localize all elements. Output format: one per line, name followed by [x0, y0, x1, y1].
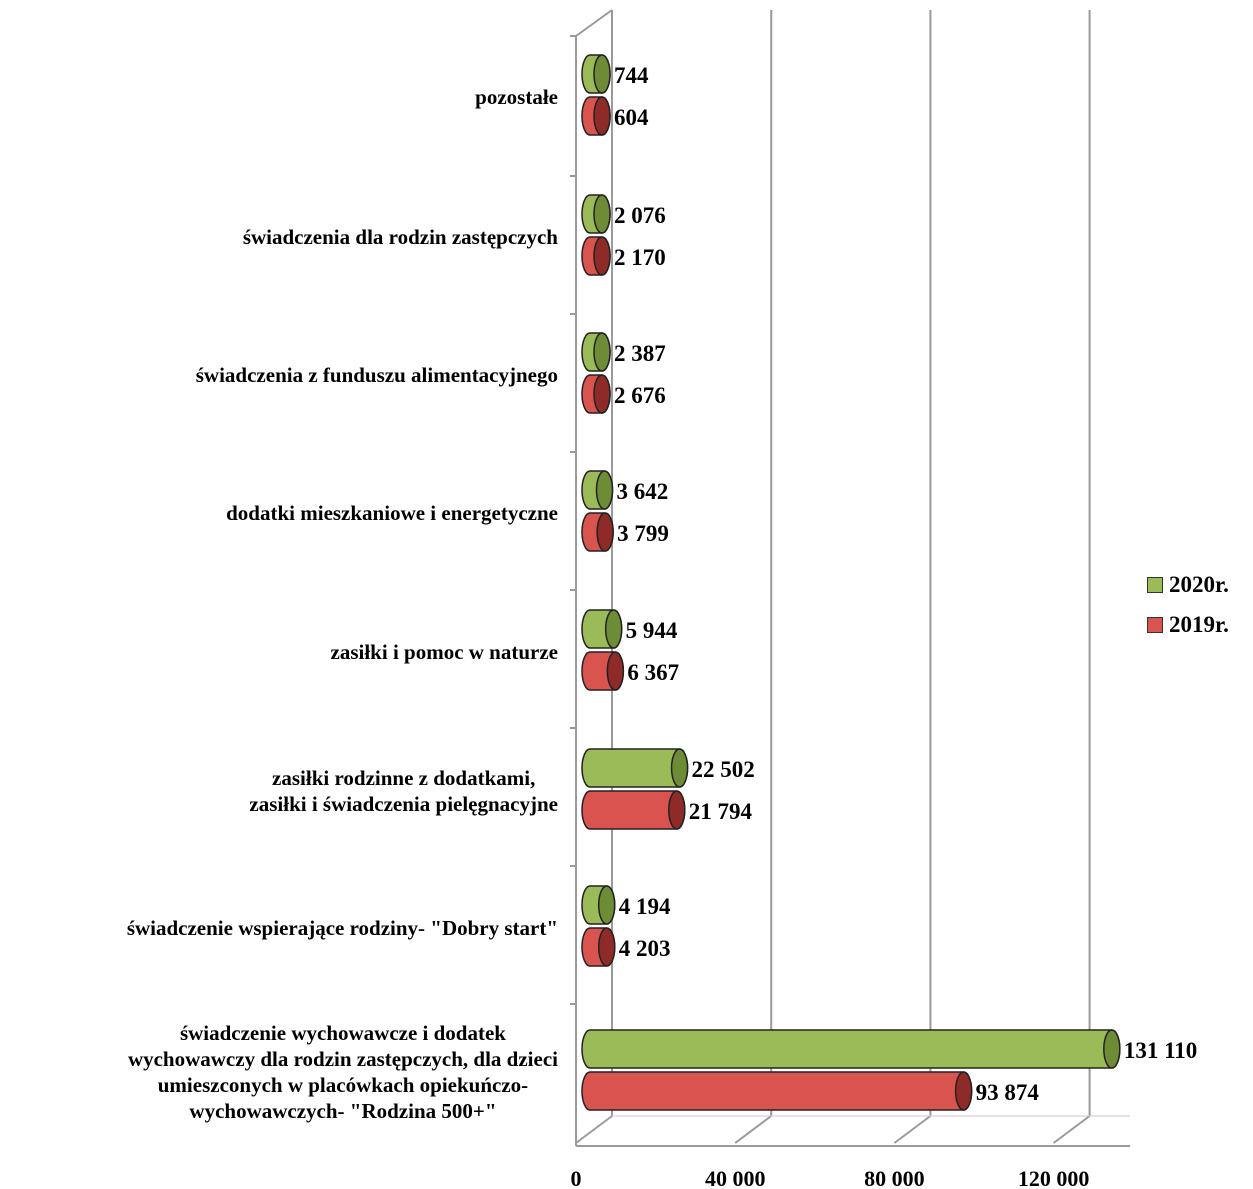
value-label-2020-7: 131 110	[1124, 1038, 1197, 1063]
category-label-4: zasiłki i pomoc w naturze	[330, 640, 558, 664]
legend-label-2019: 2019r.	[1169, 612, 1229, 637]
legend-item-2020: 2020r.	[1147, 565, 1229, 605]
value-label-2020-4: 5 944	[626, 618, 678, 643]
x-tick-label-3: 120 000	[1018, 1166, 1090, 1189]
side-wall-top-edge	[575, 9, 613, 37]
bar-2020-3	[581, 470, 614, 510]
value-label-2020-5: 22 502	[692, 757, 755, 782]
value-label-2020-0: 744	[614, 63, 649, 88]
legend: 2020r. 2019r.	[1147, 565, 1229, 645]
category-label-1: świadczenia dla rodzin zastępczych	[242, 225, 558, 249]
category-label-5: zasiłki rodzinne z dodatkami, zasiłki i …	[249, 766, 558, 816]
value-label-2019-3: 3 799	[617, 521, 669, 546]
x-tick-label-0: 0	[571, 1166, 582, 1189]
value-labels: 744 604 2 076 2 170 2 387 2 676 3 642 3 799 5 94…	[614, 63, 1197, 1105]
legend-item-2019: 2019r.	[1147, 605, 1229, 645]
bar-2019-4	[581, 651, 625, 691]
bar-2020-1	[581, 194, 611, 234]
bar-2020-2	[581, 332, 611, 372]
value-label-2019-6: 4 203	[619, 936, 671, 961]
category-label-0: pozostałe	[475, 85, 558, 109]
bar-2019-7	[581, 1071, 973, 1111]
value-label-2019-0: 604	[614, 105, 649, 130]
value-label-2019-2: 2 676	[614, 383, 666, 408]
value-label-2020-3: 3 642	[616, 479, 668, 504]
bar-2019-6	[581, 927, 616, 967]
value-label-2020-1: 2 076	[614, 203, 666, 228]
bar-2019-1	[581, 236, 611, 276]
legend-swatch-2019	[1147, 617, 1163, 633]
category-label-6: świadczenie wspierające rodziny- "Dobry …	[126, 916, 558, 940]
category-label-3: dodatki mieszkaniowe i energetyczne	[226, 501, 558, 525]
value-label-2019-1: 2 170	[614, 245, 666, 270]
category-label-2: świadczenia z funduszu alimentacyjnego	[195, 363, 558, 387]
value-label-2020-6: 4 194	[619, 894, 671, 919]
bar-2020-5	[581, 748, 689, 788]
floor-line-3	[1052, 1115, 1091, 1144]
legend-swatch-2020	[1147, 577, 1163, 593]
bar-2019-0	[581, 96, 611, 136]
bar-2019-5	[581, 790, 686, 830]
value-label-2020-2: 2 387	[614, 341, 666, 366]
bar-2020-0	[581, 54, 611, 94]
bar-2020-7	[581, 1029, 1121, 1069]
floor-line-2	[893, 1115, 932, 1144]
category-label-7: świadczenie wychowawcze i dodatek wychow…	[127, 1021, 558, 1123]
bar-2020-6	[581, 885, 616, 925]
floor-line-1	[734, 1115, 772, 1144]
floor-line-0	[575, 1115, 613, 1144]
x-axis: 0 40 000 80 000 120 000	[571, 1166, 1090, 1189]
x-tick-label-2: 80 000	[864, 1166, 925, 1189]
value-label-2019-7: 93 874	[976, 1080, 1040, 1105]
legend-label-2020: 2020r.	[1169, 572, 1229, 597]
x-tick-label-1: 40 000	[705, 1166, 766, 1189]
gridlines	[570, 9, 1130, 1147]
bar-2019-2	[581, 374, 611, 414]
value-label-2019-4: 6 367	[627, 660, 679, 685]
value-label-2019-5: 21 794	[689, 799, 753, 824]
bar-2020-4	[581, 609, 623, 649]
bars	[581, 54, 1121, 1111]
bar-2019-3	[581, 512, 614, 552]
